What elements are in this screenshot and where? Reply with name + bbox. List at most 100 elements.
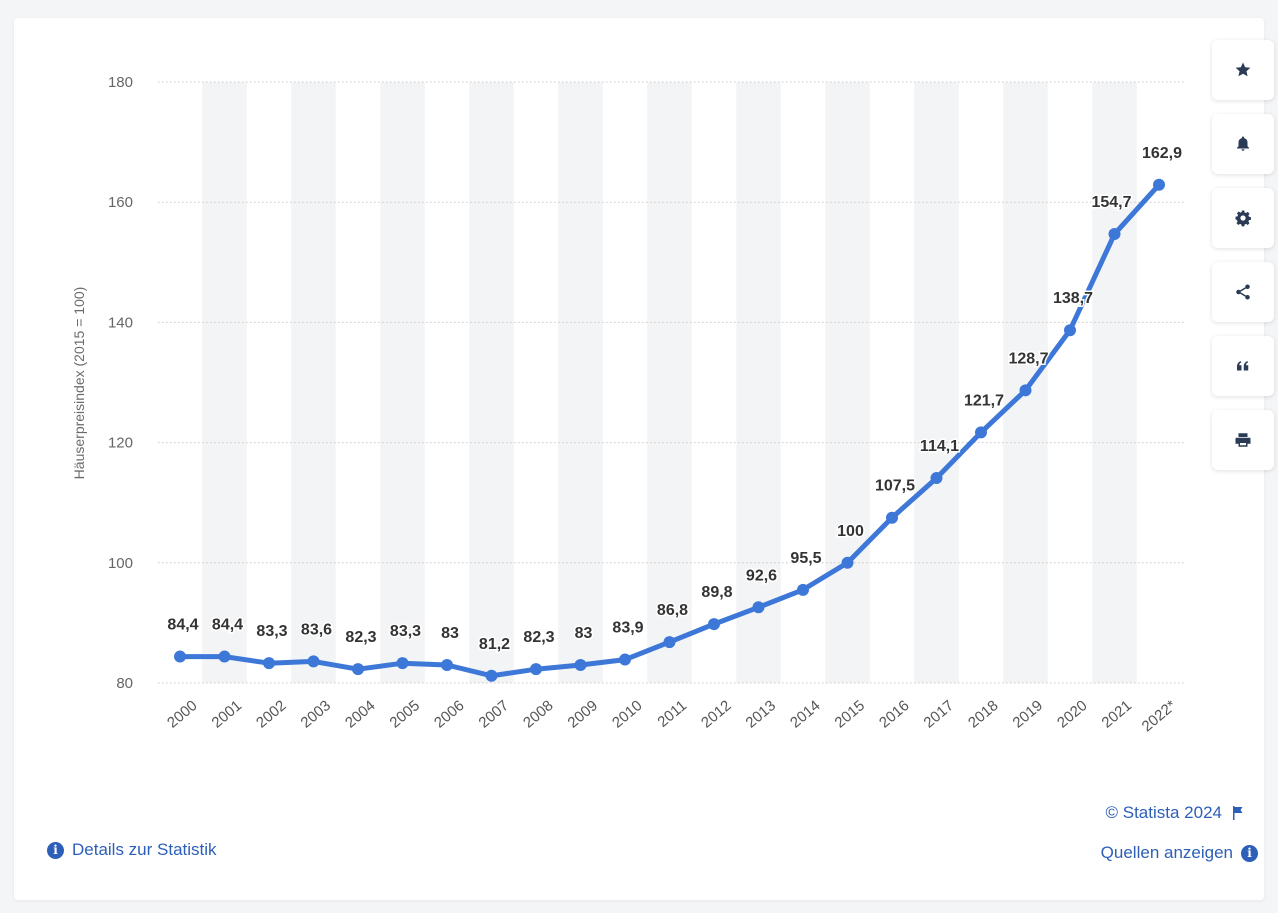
details-label: Details zur Statistik — [72, 840, 217, 859]
x-tick-label: 2017 — [921, 697, 957, 731]
notification-button[interactable] — [1212, 114, 1274, 174]
data-label: 83 — [441, 625, 459, 642]
x-axis-ticks: 2000 2001 2002 2003 2004 2005 2006 2007 2008 2009… — [164, 697, 1180, 735]
x-tick-label: 2022* — [1139, 697, 1180, 735]
x-tick-label: 2002 — [253, 697, 289, 731]
y-tick-label: 140 — [108, 314, 133, 331]
data-label: 107,5 — [875, 478, 915, 495]
copyright: © Statista 2024 — [1106, 803, 1245, 823]
data-label: 83,6 — [301, 621, 332, 638]
data-point[interactable] — [752, 601, 765, 614]
background-bands — [202, 82, 1137, 683]
data-point[interactable] — [441, 658, 453, 671]
print-icon — [1235, 433, 1251, 447]
data-label: 84,4 — [167, 617, 198, 634]
data-labels: 84,4 84,4 83,3 83,6 82,3 83,3 83 81,2 82,3 83 83,9… — [166, 143, 1184, 654]
data-label: 82,3 — [523, 629, 554, 646]
data-point[interactable] — [530, 663, 542, 676]
background-band — [647, 82, 692, 683]
x-tick-label: 2013 — [743, 697, 779, 731]
data-point[interactable] — [174, 650, 186, 663]
data-point[interactable] — [1019, 384, 1032, 397]
background-band — [469, 82, 514, 683]
chart-toolbar — [1212, 40, 1274, 470]
data-point[interactable] — [1108, 228, 1121, 241]
share-button[interactable] — [1212, 262, 1274, 322]
data-point[interactable] — [841, 556, 854, 569]
data-label: 92,6 — [746, 567, 777, 584]
data-label: 83,3 — [256, 623, 287, 640]
data-point[interactable] — [218, 650, 231, 663]
x-tick-label: 2006 — [431, 697, 467, 731]
data-point[interactable] — [485, 669, 498, 682]
data-point[interactable] — [975, 426, 987, 439]
print-button[interactable] — [1212, 410, 1274, 470]
data-point[interactable] — [619, 653, 631, 666]
data-label: 84,4 — [212, 617, 243, 634]
x-tick-label: 2003 — [298, 697, 334, 731]
x-tick-label: 2000 — [164, 697, 200, 731]
data-point[interactable] — [930, 472, 943, 485]
x-tick-label: 2021 — [1099, 697, 1135, 731]
background-band — [825, 82, 870, 683]
x-tick-label: 2016 — [876, 697, 912, 731]
data-point[interactable] — [663, 636, 676, 649]
x-tick-label: 2005 — [387, 697, 423, 731]
data-point[interactable] — [396, 657, 409, 670]
background-band — [736, 82, 781, 683]
y-tick-label: 180 — [108, 74, 133, 91]
background-band — [914, 82, 959, 683]
y-tick-label: 120 — [108, 435, 133, 452]
settings-button[interactable] — [1212, 188, 1274, 248]
data-points — [174, 178, 1165, 682]
details-link[interactable]: i Details zur Statistik — [47, 840, 217, 860]
x-tick-label: 2001 — [209, 697, 245, 731]
favorite-button[interactable] — [1212, 40, 1274, 100]
y-tick-label: 160 — [108, 194, 133, 211]
x-tick-label: 2007 — [476, 697, 512, 731]
x-tick-label: 2014 — [787, 697, 823, 731]
background-band — [1092, 82, 1137, 683]
data-point[interactable] — [886, 511, 898, 524]
star-icon — [1235, 62, 1251, 77]
data-label: 100 — [837, 523, 864, 540]
y-axis-ticks: 80 100 120 140 160 180 — [108, 74, 133, 692]
data-point[interactable] — [708, 618, 720, 631]
flag-icon[interactable] — [1232, 806, 1244, 820]
x-tick-label: 2018 — [965, 697, 1001, 731]
data-label: 82,3 — [345, 629, 376, 646]
data-point[interactable] — [797, 583, 809, 596]
quote-icon — [1237, 361, 1249, 371]
x-tick-label: 2019 — [1010, 697, 1046, 731]
background-band — [291, 82, 336, 683]
sources-link[interactable]: Quellen anzeigen i — [1101, 843, 1258, 863]
data-point[interactable] — [307, 655, 320, 668]
data-point[interactable] — [1153, 178, 1165, 191]
x-tick-label: 2020 — [1054, 697, 1090, 731]
y-tick-label: 100 — [108, 555, 133, 572]
share-icon — [1236, 284, 1250, 300]
x-tick-label: 2008 — [520, 697, 556, 731]
data-label: 162,9 — [1142, 145, 1182, 162]
sources-label: Quellen anzeigen — [1100, 843, 1233, 862]
data-point[interactable] — [1064, 324, 1076, 337]
copyright-text[interactable]: © Statista 2024 — [1105, 803, 1223, 822]
cite-button[interactable] — [1212, 336, 1274, 396]
data-label: 128,7 — [1008, 350, 1048, 367]
bell-icon — [1237, 136, 1249, 151]
data-label: 83,9 — [612, 620, 643, 637]
data-point[interactable] — [263, 657, 275, 670]
data-point[interactable] — [352, 663, 364, 676]
data-label: 89,8 — [701, 584, 732, 601]
x-tick-label: 2004 — [342, 697, 378, 731]
x-tick-label: 2015 — [832, 697, 868, 731]
x-tick-label: 2011 — [654, 697, 690, 731]
gear-icon — [1235, 210, 1251, 227]
data-point[interactable] — [574, 658, 587, 671]
data-label: 154,7 — [1091, 194, 1131, 211]
data-label: 114,1 — [920, 438, 959, 455]
x-tick-label: 2012 — [698, 697, 734, 731]
data-label: 95,5 — [790, 550, 821, 567]
info-icon: i — [1241, 844, 1258, 862]
